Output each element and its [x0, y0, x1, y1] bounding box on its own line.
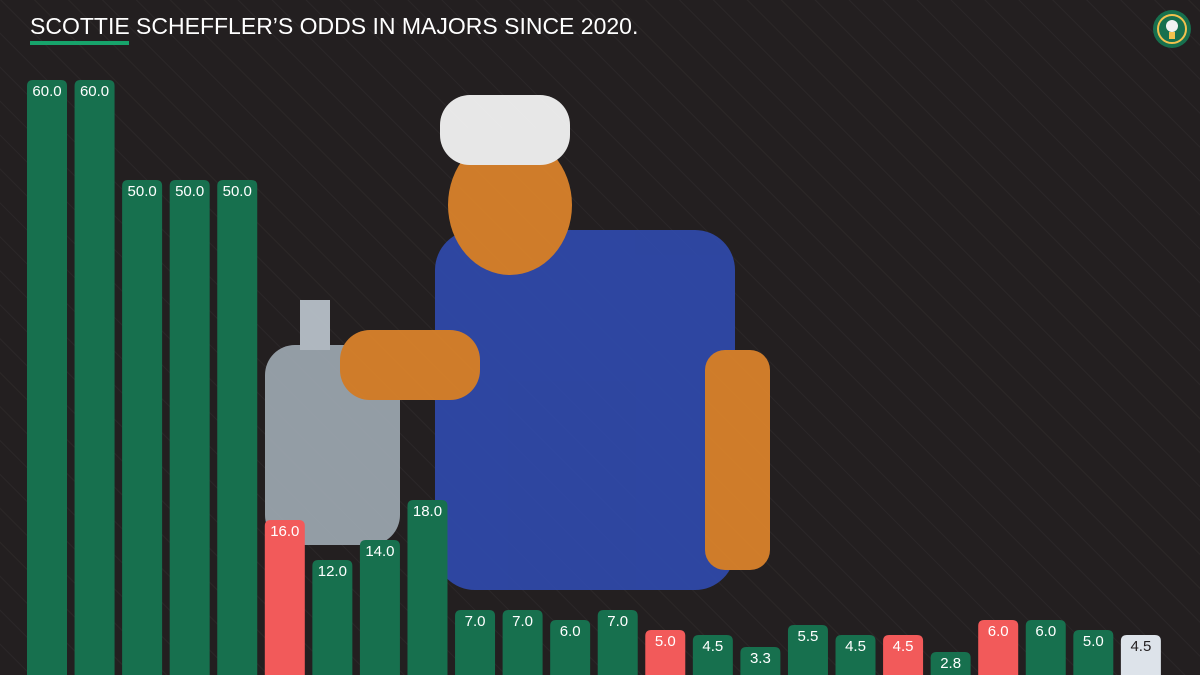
- value-label: 12.0: [318, 563, 347, 580]
- bar: [550, 620, 591, 675]
- bar: [787, 625, 828, 675]
- bar: [264, 520, 305, 675]
- value-label: 50.0: [223, 183, 252, 200]
- value-label: 5.0: [1083, 633, 1104, 650]
- value-label: 6.0: [988, 623, 1009, 640]
- bar: [1025, 620, 1066, 675]
- bar: [978, 620, 1019, 675]
- bar: [122, 180, 163, 675]
- value-label: 60.0: [80, 83, 109, 100]
- value-label: 5.5: [798, 628, 819, 645]
- value-label: 4.5: [702, 638, 723, 655]
- value-label: 6.0: [560, 623, 581, 640]
- bar: [217, 180, 258, 675]
- value-label: 4.5: [1130, 638, 1151, 655]
- value-label: 16.0: [270, 523, 299, 540]
- bar: [740, 647, 781, 675]
- bar: [27, 80, 67, 675]
- value-label: 7.0: [512, 613, 533, 630]
- bar: [930, 652, 971, 675]
- bar: [645, 630, 686, 675]
- value-label: 60.0: [32, 83, 61, 100]
- bar: [312, 560, 353, 675]
- value-label: 14.0: [365, 543, 394, 560]
- value-label: 50.0: [175, 183, 204, 200]
- value-label: 18.0: [413, 503, 442, 520]
- value-label: 4.5: [845, 638, 866, 655]
- value-label: 6.0: [1035, 623, 1056, 640]
- value-label: 5.0: [655, 633, 676, 650]
- bar: [835, 635, 876, 675]
- value-label: 7.0: [465, 613, 486, 630]
- bar: [597, 610, 638, 675]
- golfer-illustration: [265, 95, 770, 590]
- bar: [883, 635, 924, 675]
- bar: [74, 80, 115, 675]
- bar: [455, 610, 496, 675]
- value-label: 50.0: [128, 183, 157, 200]
- value-label: 3.3: [750, 650, 771, 667]
- value-label: 7.0: [607, 613, 628, 630]
- bar: [502, 610, 543, 675]
- chart-title: SCOTTIE SCHEFFLER’S ODDS IN MAJORS SINCE…: [30, 13, 638, 39]
- title-underline: [30, 41, 129, 45]
- bar: [359, 540, 400, 675]
- bar: [169, 180, 210, 675]
- bar: [407, 500, 448, 675]
- bar: [692, 635, 733, 675]
- value-label: 4.5: [893, 638, 914, 655]
- value-label: 2.8: [940, 655, 961, 672]
- bars: 60.0 60.0 50.0 50.0 50.0 16.0 12.0 14.0 18.0 7.0 7…: [27, 80, 1161, 675]
- bar: [1120, 635, 1161, 675]
- logo: [1153, 10, 1191, 48]
- bar: [1073, 630, 1114, 675]
